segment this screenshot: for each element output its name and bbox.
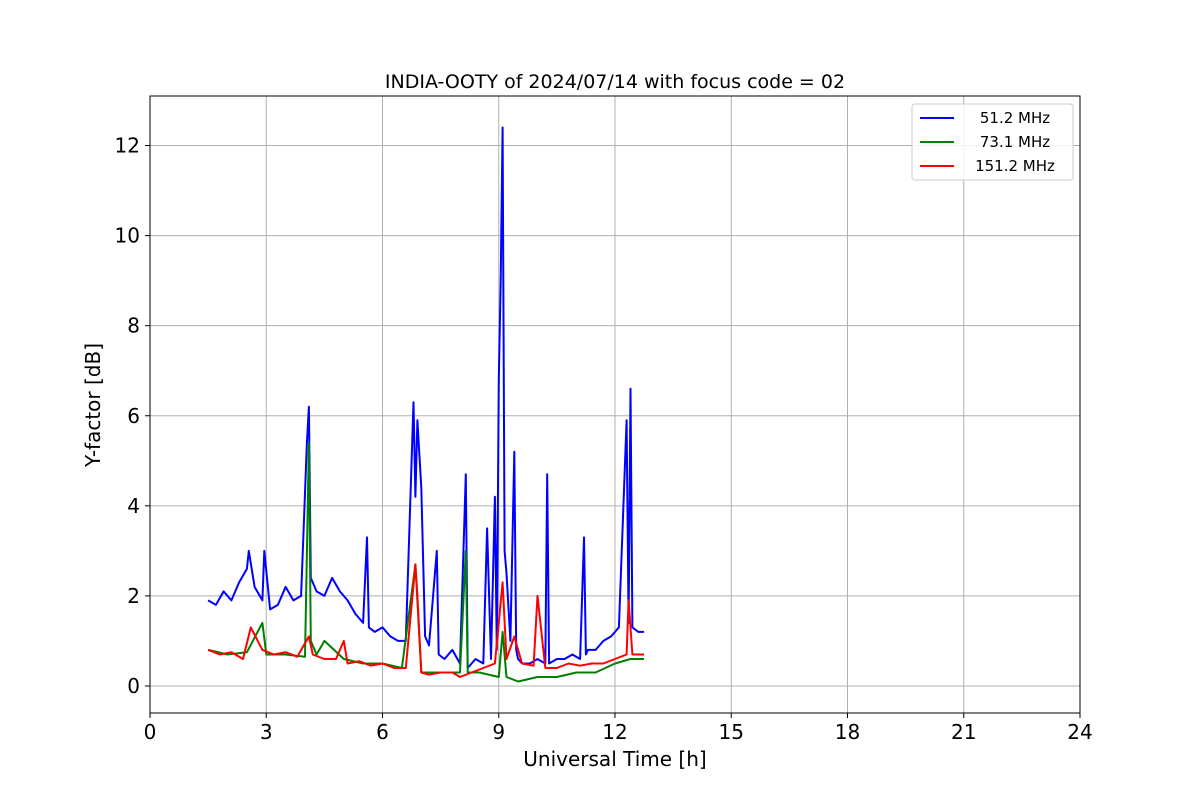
x-tick-label: 9 bbox=[492, 720, 505, 744]
x-axis: 0 3 6 9 12 15 18 21 24 bbox=[144, 713, 1093, 744]
x-axis-label: Universal Time [h] bbox=[523, 747, 706, 771]
y-tick-label: 10 bbox=[115, 224, 140, 248]
series-line-151-2-mhz bbox=[207, 563, 645, 678]
x-tick-label: 12 bbox=[602, 720, 627, 744]
y-tick-label: 2 bbox=[127, 584, 140, 608]
series-layer bbox=[207, 126, 645, 683]
y-axis-label: Y-factor [dB] bbox=[81, 343, 105, 468]
legend-label-151-2-mhz: 151.2 MHz bbox=[975, 157, 1055, 175]
legend-label-73-1-mhz: 73.1 MHz bbox=[980, 133, 1050, 151]
chart-title: INDIA-OOTY of 2024/07/14 with focus code… bbox=[385, 71, 845, 93]
x-tick-label: 21 bbox=[951, 720, 976, 744]
y-tick-label: 8 bbox=[127, 314, 140, 338]
y-tick-label: 0 bbox=[127, 674, 140, 698]
legend-box bbox=[911, 103, 1074, 181]
y-tick-label: 6 bbox=[127, 404, 140, 428]
x-tick-label: 3 bbox=[260, 720, 273, 744]
y-tick-label: 12 bbox=[115, 134, 140, 158]
x-tick-label: 0 bbox=[144, 720, 157, 744]
x-tick-label: 6 bbox=[376, 720, 389, 744]
legend: 51.2 MHz 73.1 MHz 151.2 MHz bbox=[911, 103, 1074, 181]
x-tick-label: 18 bbox=[835, 720, 860, 744]
x-tick-label: 24 bbox=[1067, 720, 1092, 744]
series-line-51-2-mhz bbox=[207, 126, 645, 669]
y-axis: 0 2 4 6 8 10 12 bbox=[115, 134, 150, 698]
x-tick-label: 15 bbox=[719, 720, 744, 744]
legend-label-51-2-mhz: 51.2 MHz bbox=[980, 109, 1050, 127]
y-tick-label: 4 bbox=[127, 494, 140, 518]
